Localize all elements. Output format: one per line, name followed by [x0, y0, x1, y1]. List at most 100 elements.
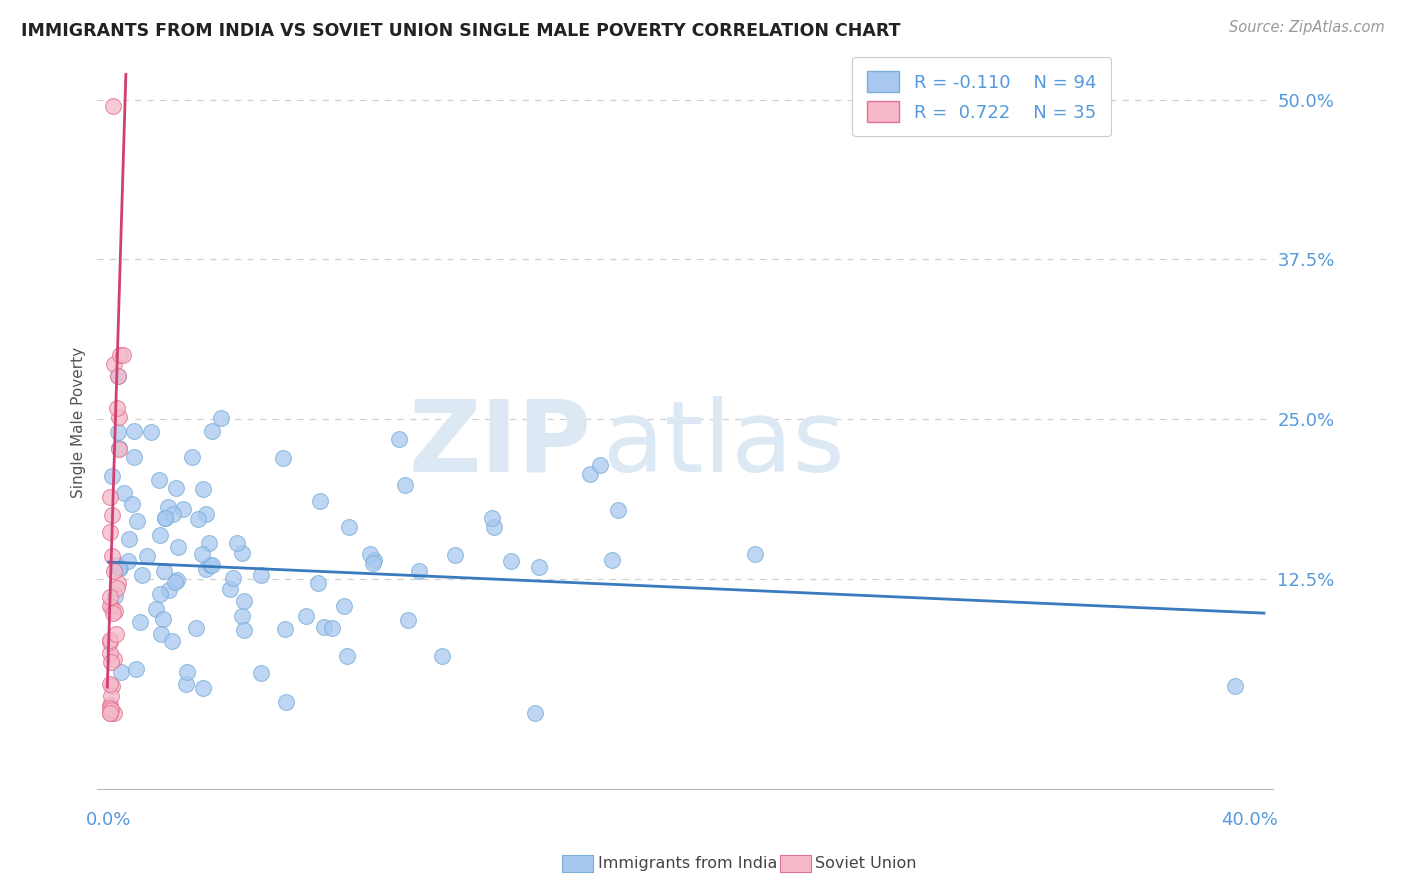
Point [112, 485, 135, 500]
Point [104, 627, 127, 641]
Point [101, 601, 124, 615]
Point [195, 507, 218, 521]
Point [499, 554, 522, 568]
Point [221, 571, 243, 585]
Point [396, 613, 419, 627]
Point [155, 511, 177, 525]
Point [191, 547, 214, 561]
Point [103, 606, 125, 620]
Point [201, 425, 224, 439]
Point [98, 490, 121, 504]
Point [481, 511, 503, 525]
Point [105, 401, 128, 415]
Point [361, 556, 384, 570]
Point [250, 665, 273, 680]
Point [98, 525, 121, 540]
Point [101, 99, 124, 113]
Text: 0.0%: 0.0% [86, 812, 131, 830]
Point [166, 540, 188, 554]
Point [118, 532, 141, 546]
Point [163, 575, 186, 590]
Point [100, 655, 122, 669]
Point [98, 599, 121, 613]
Point [124, 662, 146, 676]
Point [321, 621, 343, 635]
Point [333, 599, 356, 613]
Point [124, 450, 146, 465]
Point [101, 549, 124, 563]
Point [104, 589, 127, 603]
Point [98, 698, 121, 712]
Point [160, 633, 183, 648]
Point [578, 467, 600, 482]
Point [186, 512, 208, 526]
Point [108, 409, 131, 424]
Point [108, 442, 131, 456]
Point [98, 706, 121, 720]
Point [172, 502, 194, 516]
Point [101, 508, 124, 522]
Point [607, 503, 630, 517]
Point [152, 612, 174, 626]
Point [125, 514, 148, 528]
Point [176, 665, 198, 680]
Point [274, 695, 297, 709]
Point [191, 681, 214, 695]
Point [129, 615, 152, 629]
Point [98, 632, 121, 647]
Point [273, 622, 295, 636]
Point [295, 608, 318, 623]
Point [100, 679, 122, 693]
Point [482, 520, 505, 534]
Point [105, 581, 128, 595]
Point [107, 576, 129, 591]
Point [388, 432, 411, 446]
Point [100, 469, 122, 483]
Point [307, 576, 329, 591]
Point [145, 602, 167, 616]
Point [209, 410, 232, 425]
Text: ZIP: ZIP [408, 396, 591, 492]
Point [249, 568, 271, 582]
Point [121, 497, 143, 511]
Point [225, 536, 247, 550]
Point [98, 646, 121, 660]
Point [201, 558, 224, 573]
Point [233, 594, 256, 608]
Text: Immigrants from India: Immigrants from India [598, 856, 778, 871]
Text: atlas: atlas [603, 396, 844, 492]
Point [198, 558, 221, 573]
Point [165, 481, 187, 495]
Point [194, 562, 217, 576]
Point [98, 677, 121, 691]
Point [100, 703, 122, 717]
Point [337, 520, 360, 534]
Point [231, 546, 253, 560]
Point [103, 565, 125, 579]
Text: IMMIGRANTS FROM INDIA VS SOVIET UNION SINGLE MALE POVERTY CORRELATION CHART: IMMIGRANTS FROM INDIA VS SOVIET UNION SI… [21, 22, 901, 40]
Point [108, 560, 131, 574]
Text: Source: ZipAtlas.com: Source: ZipAtlas.com [1229, 20, 1385, 35]
Point [100, 690, 122, 704]
Point [110, 665, 132, 679]
Point [103, 652, 125, 666]
Point [312, 620, 335, 634]
Point [108, 442, 131, 456]
Point [174, 677, 197, 691]
Point [181, 450, 204, 465]
Point [149, 627, 172, 641]
Point [148, 473, 170, 487]
Point [443, 548, 465, 562]
Legend: R = -0.110    N = 94, R =  0.722    N = 35: R = -0.110 N = 94, R = 0.722 N = 35 [852, 57, 1111, 136]
Point [149, 527, 172, 541]
Point [149, 587, 172, 601]
Point [523, 706, 546, 720]
Point [363, 553, 385, 567]
Point [107, 369, 129, 384]
Point [162, 507, 184, 521]
Point [103, 706, 125, 720]
Point [107, 558, 129, 573]
Point [157, 583, 180, 598]
Point [107, 369, 129, 384]
Point [589, 458, 612, 472]
